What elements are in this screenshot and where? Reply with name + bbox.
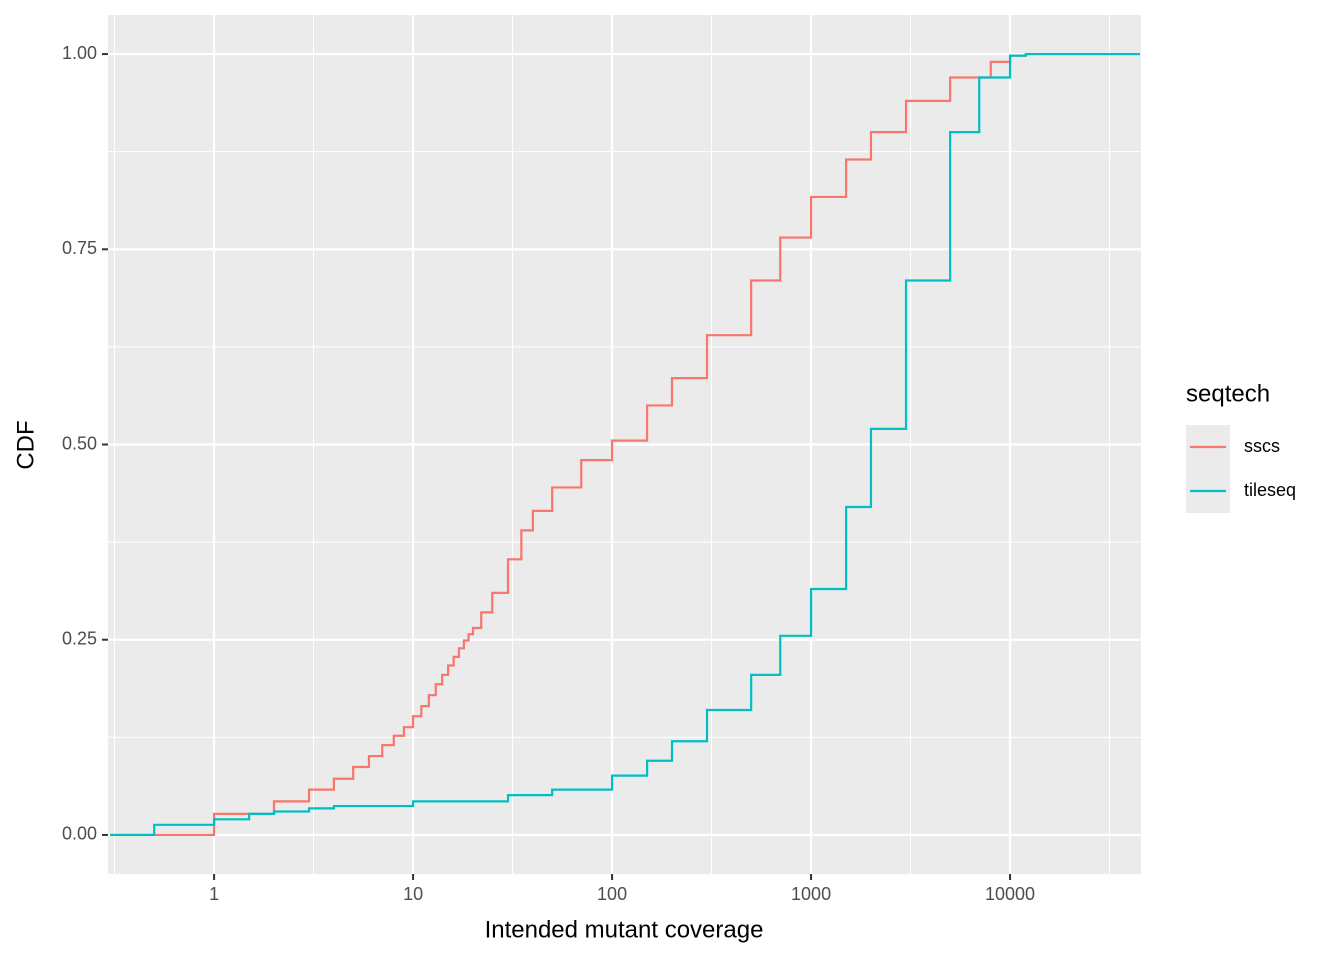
x-tick-label: 10 [403,884,423,904]
y-tick-label: 0.75 [62,238,97,258]
x-tick-label: 100 [597,884,627,904]
legend-label: sscs [1244,436,1280,456]
x-tick-label: 1000 [791,884,831,904]
cdf-line [110,52,1141,837]
legend-label: tileseq [1244,480,1296,500]
x-axis-title: Intended mutant coverage [485,916,764,943]
y-tick-label: 0.50 [62,433,97,453]
legend: seqtech sscs tileseq [1186,380,1296,513]
cdf-line [110,52,1141,837]
legend-title: seqtech [1186,380,1270,407]
y-tick-label: 1.00 [62,43,97,63]
y-tick-label: 0.00 [62,824,97,844]
axes: 0.00 0.25 0.50 0.75 1.00 1 10 100 1000 10000 [62,43,1035,904]
lines [110,52,1141,837]
x-tick-label: 1 [209,884,219,904]
y-tick-label: 0.25 [62,628,97,648]
y-axis-title: CDF [12,420,39,469]
x-tick-label: 10000 [985,884,1035,904]
grid [108,15,1141,874]
